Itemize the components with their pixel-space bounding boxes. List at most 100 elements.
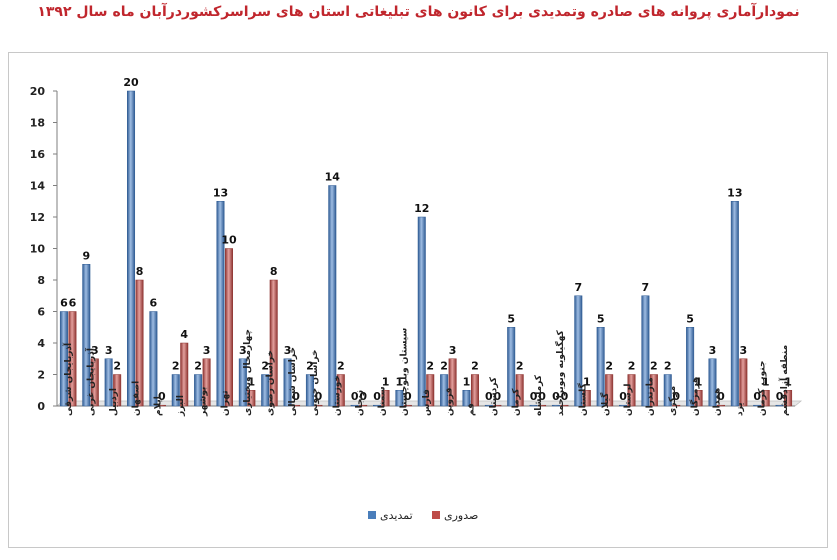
category-label: خراسان جنوبی [310, 349, 320, 416]
y-tick-label: 6 [37, 306, 45, 319]
bar-tamdidi [663, 374, 672, 407]
y-tick-label: 20 [30, 85, 46, 98]
bar-sodoori [515, 374, 524, 407]
bar-sodoori [157, 404, 166, 407]
data-label-sodoori: 3 [740, 344, 748, 357]
category-label: سمنان [377, 386, 387, 416]
category-label: قم [467, 403, 477, 416]
y-tick-label: 18 [30, 117, 45, 130]
data-label-tamdidi: 5 [686, 312, 694, 325]
data-label-sodoori: 8 [136, 265, 144, 278]
bar-tamdidi [395, 390, 404, 407]
category-label: مازندران [646, 377, 656, 416]
bar-tamdidi [775, 404, 784, 407]
chart-frame [8, 52, 828, 548]
bar-tamdidi [730, 201, 739, 407]
data-label-sodoori: 3 [203, 344, 211, 357]
bar-tamdidi [551, 404, 560, 407]
data-label-sodoori: 2 [337, 360, 345, 373]
data-label-tamdidi: 9 [82, 249, 90, 262]
category-label: کهگیلویه وبویراحمد [554, 329, 566, 416]
legend-label-sodoori: صدوری [444, 509, 478, 522]
bar-tamdidi [59, 311, 68, 407]
data-label-sodoori: 2 [605, 360, 613, 373]
bar-tamdidi [149, 311, 158, 407]
bar-tamdidi [753, 404, 762, 407]
bar-sodoori [649, 374, 658, 407]
data-label-tamdidi: 13 [727, 186, 742, 199]
data-label-sodoori: 0 [292, 390, 300, 403]
bar-sodoori [560, 404, 569, 407]
data-label-sodoori: 1 [695, 375, 703, 388]
y-tick-label: 4 [37, 337, 45, 350]
data-label-sodoori: 10 [221, 234, 237, 247]
bar-sodoori [493, 404, 502, 407]
bar-sodoori [135, 279, 144, 407]
data-label-sodoori: 2 [426, 360, 434, 373]
data-label-sodoori: 0 [359, 390, 367, 403]
data-label-sodoori: 0 [158, 390, 166, 403]
bar-sodoori [113, 374, 122, 407]
bar-sodoori [292, 404, 301, 407]
data-label-sodoori: 3 [449, 344, 457, 357]
data-label-sodoori: 0 [561, 390, 569, 403]
bar-sodoori [269, 279, 278, 407]
bar-tamdidi [261, 374, 270, 407]
data-label-tamdidi: 3 [239, 344, 247, 357]
data-label-tamdidi: 0 [485, 390, 493, 403]
data-label-sodoori: 1 [382, 375, 390, 388]
data-label-tamdidi: 6 [150, 297, 158, 310]
category-label: کردستان [489, 376, 499, 416]
bar-tamdidi [350, 404, 359, 407]
category-label: بوشهر [198, 387, 208, 417]
bar-tamdidi [529, 404, 538, 407]
bar-sodoori [694, 390, 703, 407]
data-label-sodoori: 0 [315, 390, 323, 403]
category-label: ایلام [154, 396, 164, 416]
category-label: یزد [735, 402, 745, 416]
category-label: کرمان [511, 388, 521, 416]
bar-sodoori [739, 358, 748, 407]
category-label: آذربایجان شرقی [62, 342, 74, 416]
y-tick-label: 14 [30, 180, 46, 193]
bar-tamdidi [171, 374, 180, 407]
data-label-tamdidi: 7 [642, 281, 650, 294]
data-label-tamdidi: 5 [507, 312, 515, 325]
data-label-tamdidi: 12 [414, 202, 429, 215]
legend-swatch-tamdidi [368, 511, 376, 519]
data-label-tamdidi: 2 [172, 360, 180, 373]
category-label: خراسان رضوی [265, 350, 275, 416]
data-label-sodoori: 1 [248, 375, 256, 388]
data-label-tamdidi: 20 [123, 76, 139, 89]
bar-tamdidi [328, 185, 337, 407]
data-label-sodoori: 0 [404, 390, 412, 403]
data-label-sodoori: 2 [471, 360, 479, 373]
category-label: سیستان وبلوچستان [400, 328, 410, 416]
bar-tamdidi [574, 295, 583, 407]
bar-sodoori [90, 358, 99, 407]
data-label-tamdidi: 1 [463, 375, 471, 388]
data-label-tamdidi: 7 [574, 281, 582, 294]
data-label-sodoori: 1 [762, 375, 770, 388]
y-tick-label: 2 [37, 369, 45, 382]
data-label-sodoori: 1 [583, 375, 591, 388]
bar-tamdidi [686, 327, 695, 407]
category-label: اردبیل [109, 388, 119, 416]
bar-tamdidi [373, 404, 382, 407]
category-label: تهران [221, 390, 231, 416]
category-label: قزوین [444, 387, 454, 416]
bar-sodoori [627, 374, 636, 407]
bar-sodoori [761, 390, 770, 407]
bar-sodoori [247, 390, 256, 407]
bar-tamdidi [305, 374, 314, 407]
data-label-tamdidi: 0 [373, 390, 381, 403]
category-label: زنجان [355, 390, 365, 416]
data-label-tamdidi: 2 [664, 360, 672, 373]
data-label-tamdidi: 0 [619, 390, 627, 403]
data-label-tamdidi: 0 [351, 390, 359, 403]
data-label-tamdidi: 0 [530, 390, 538, 403]
bar-sodoori [202, 358, 211, 407]
bar-tamdidi [82, 264, 91, 407]
bar-tamdidi [127, 90, 136, 407]
category-label: کرمانشاه [534, 374, 544, 416]
